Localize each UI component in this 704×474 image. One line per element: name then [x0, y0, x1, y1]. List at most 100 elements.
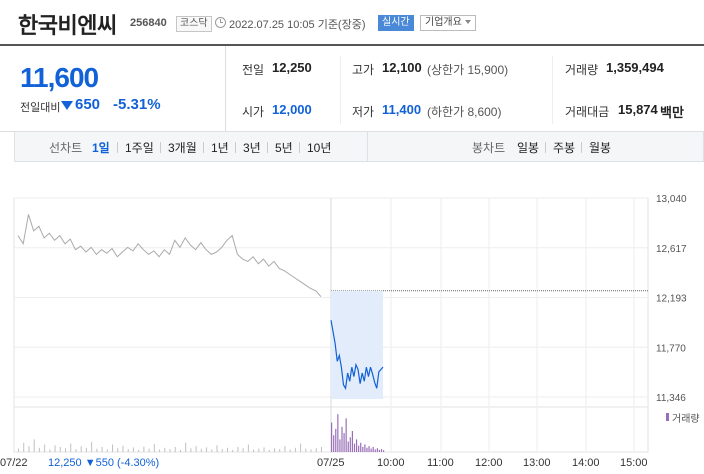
tab-10year[interactable]: 10년 — [307, 141, 332, 155]
line-chart-label: 선차트 — [49, 141, 83, 155]
volume-bar-previous — [49, 449, 51, 452]
volume-bar-previous — [253, 449, 255, 452]
volume-bar-previous — [237, 446, 239, 452]
prev-day-summary: 12,250 ▼550 (-4.30%) — [48, 457, 159, 469]
volume-bar-today — [370, 448, 372, 452]
volume-bar-previous — [268, 449, 270, 452]
volume-bar-today — [337, 414, 339, 452]
tabs-separator — [367, 132, 368, 161]
volume-bar-previous — [28, 446, 30, 452]
volume-bar-previous — [96, 448, 98, 452]
change-percent: -5.31% — [113, 96, 161, 113]
stock-name: 한국비엔씨 — [18, 13, 117, 38]
volume-bar-previous — [85, 447, 87, 452]
volume-bar-previous — [321, 446, 322, 452]
price-chart-svg: 13,040 12,617 12,193 11,770 11,346 07/22 07/25… — [0, 194, 687, 469]
tab-divider — [545, 142, 546, 153]
volume-bar-previous — [174, 446, 176, 452]
volume-bar-previous — [185, 442, 187, 452]
volume-bar-today — [355, 439, 358, 452]
volume-legend-swatch — [666, 413, 669, 421]
tab-1day[interactable]: 1일 — [92, 141, 110, 155]
volume-bar-previous — [289, 449, 291, 452]
prev-close-label: 전일 — [242, 63, 265, 77]
x-tick-label: 14:00 — [572, 457, 600, 469]
volume-bar-previous — [65, 448, 67, 452]
x-tick-label: 07/22 — [0, 457, 28, 469]
tab-3month[interactable]: 3개월 — [168, 141, 197, 155]
tab-5year[interactable]: 5년 — [275, 141, 293, 155]
volume-bar-previous — [143, 446, 145, 452]
volume-bar-today — [364, 444, 366, 452]
volume-bar-previous — [117, 448, 119, 452]
volume-bar-previous — [179, 449, 181, 452]
volume-bar-previous — [226, 447, 228, 452]
volume-bar-previous — [169, 449, 171, 452]
tab-1week[interactable]: 1주일 — [125, 141, 154, 155]
volume-bar-previous — [101, 446, 103, 452]
volume-bar-previous — [221, 449, 223, 452]
company-overview-dropdown[interactable]: 기업개요 — [420, 15, 476, 31]
tab-divider — [235, 142, 236, 153]
y-tick-label: 12,193 — [656, 294, 687, 305]
quote-divider — [340, 56, 341, 124]
volume-bar-previous — [310, 449, 312, 452]
volume-bar-previous — [75, 449, 77, 452]
x-tick-label: 15:00 — [620, 457, 648, 469]
volume-bar-previous — [242, 448, 244, 452]
candle-chart-label: 봉차트 — [472, 141, 506, 155]
volume-bar-previous — [122, 445, 124, 452]
volume-bar-previous — [91, 441, 93, 452]
volume-legend-label: 거래량 — [672, 414, 700, 425]
volume-bar-previous — [232, 449, 234, 452]
volume-bar-previous — [33, 439, 35, 452]
volume-bar-previous — [247, 444, 249, 452]
volume-bar-previous — [18, 448, 19, 452]
volume-bar-previous — [54, 445, 56, 452]
series-line-today — [330, 320, 384, 391]
volume-bar-today — [351, 431, 353, 452]
x-tick-label: 12:00 — [475, 457, 503, 469]
tab-monthly-candle[interactable]: 월봉 — [589, 141, 612, 155]
volume-bar-previous — [263, 447, 265, 452]
amount-unit: 백만 — [660, 105, 684, 120]
volume-bar-previous — [59, 446, 61, 452]
quote-datetime: 2022.07.25 10:05 기준(장중) — [229, 19, 366, 31]
volume-bar-today — [368, 446, 370, 452]
price-chart[interactable]: 13,040 12,617 12,193 11,770 11,346 07/22 07/25… — [0, 186, 704, 474]
volume-bar-previous — [279, 449, 281, 452]
realtime-button[interactable]: 실시간 — [378, 15, 414, 31]
volume-bar-previous — [200, 448, 202, 452]
volume-bar-previous — [190, 448, 192, 452]
tab-1year[interactable]: 1년 — [211, 141, 229, 155]
volume-bar-previous — [127, 449, 129, 452]
prev-close-value: 12,250 — [272, 60, 312, 75]
volume-bar-previous — [273, 448, 275, 452]
tab-daily-candle[interactable]: 일봉 — [517, 141, 540, 155]
quote-panel: 11,600 전일대비 650 -5.31% 전일 12,250 시가 12,0… — [0, 44, 704, 132]
volume-bar-today — [353, 443, 356, 452]
volume-bar-previous — [138, 449, 140, 452]
tab-3year[interactable]: 3년 — [243, 141, 261, 155]
volume-bar-today — [358, 445, 360, 452]
volume-bar-previous — [305, 448, 307, 452]
chart-tabs: 선차트 1일 1주일 3개월 1년 3년 5년 10년 봉차트 일봉 주봉 월봉 — [14, 131, 704, 162]
tab-divider — [203, 142, 204, 153]
tab-weekly-candle[interactable]: 주봉 — [553, 141, 576, 155]
volume-bar-today — [380, 449, 383, 452]
x-tick-label: 11:00 — [427, 457, 454, 469]
volume-bar-previous — [300, 443, 302, 452]
volume-bar-today — [335, 428, 337, 452]
y-tick-label: 11,770 — [656, 343, 686, 354]
volume-value: 1,359,494 — [606, 60, 664, 75]
open-value: 12,000 — [272, 102, 312, 117]
volume-bar-today — [362, 446, 364, 452]
y-tick-label: 11,346 — [656, 393, 686, 404]
volume-bar-previous — [164, 447, 166, 452]
volume-bar-previous — [70, 443, 72, 452]
quote-divider — [552, 56, 553, 124]
tab-divider — [299, 142, 300, 153]
volume-bar-today — [333, 435, 335, 452]
volume-bar-previous — [216, 445, 218, 452]
volume-bar-previous — [284, 446, 286, 452]
